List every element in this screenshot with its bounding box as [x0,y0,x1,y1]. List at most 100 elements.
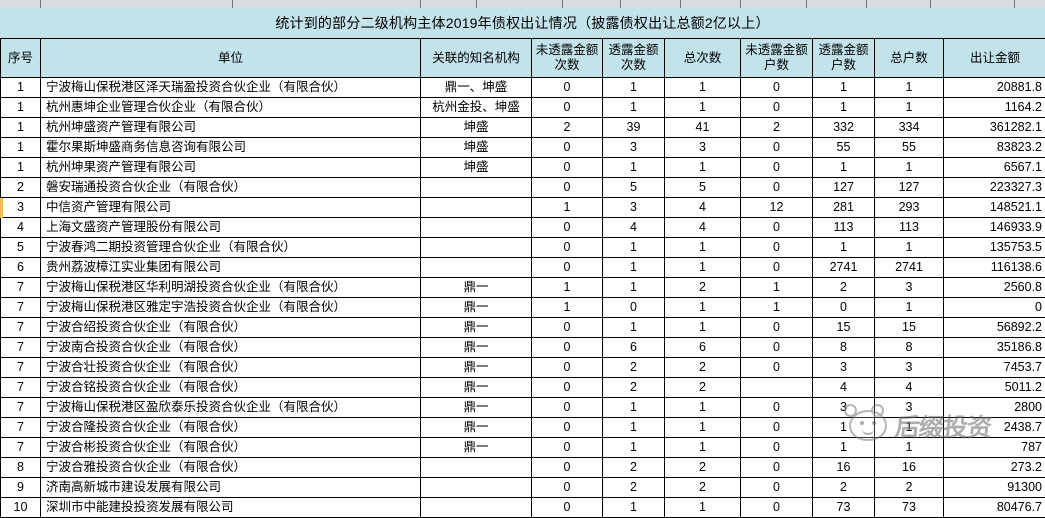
cell-undisc-times[interactable]: 0 [532,498,603,518]
cell-undisc-times[interactable]: 2 [532,118,603,138]
cell-disc-times[interactable]: 2 [603,458,665,478]
cell-unit[interactable]: 宁波合雅投资合伙企业（有限合伙） [41,458,421,478]
cell-disc-accts[interactable]: 16 [813,458,875,478]
cell-amount[interactable]: 6567.1 [944,158,1045,178]
cell-unit[interactable]: 杭州坤果资产管理有限公司 [41,158,421,178]
cell-no[interactable]: 7 [1,358,41,378]
cell-unit[interactable]: 济南高新城市建设发展有限公司 [41,478,421,498]
cell-total-accts[interactable]: 1 [875,418,944,438]
cell-undisc-accts[interactable]: 0 [741,418,813,438]
cell-amount[interactable]: 787 [944,438,1045,458]
cell-undisc-accts[interactable]: 0 [741,258,813,278]
cell-no[interactable]: 10 [1,498,41,518]
cell-undisc-times[interactable]: 0 [532,458,603,478]
cell-org[interactable]: 鼎一 [421,418,532,438]
cell-org[interactable]: 坤盛 [421,158,532,178]
cell-disc-accts[interactable]: 55 [813,138,875,158]
cell-undisc-times[interactable]: 0 [532,358,603,378]
cell-disc-accts[interactable]: 2 [813,478,875,498]
cell-no[interactable]: 1 [1,158,41,178]
cell-disc-times[interactable]: 1 [603,158,665,178]
cell-disc-times[interactable]: 0 [603,298,665,318]
cell-undisc-times[interactable]: 0 [532,378,603,398]
cell-total-times[interactable]: 3 [665,138,741,158]
cell-total-accts[interactable]: 16 [875,458,944,478]
cell-amount[interactable]: 1164.2 [944,98,1045,118]
cell-undisc-times[interactable]: 0 [532,238,603,258]
cell-disc-times[interactable]: 1 [603,498,665,518]
cell-undisc-accts[interactable]: 12 [741,198,813,218]
cell-disc-accts[interactable]: 1 [813,438,875,458]
cell-org[interactable] [421,498,532,518]
cell-disc-accts[interactable]: 1 [813,98,875,118]
cell-no[interactable]: 3 [1,198,41,218]
cell-total-times[interactable]: 1 [665,298,741,318]
cell-disc-accts[interactable]: 15 [813,318,875,338]
cell-undisc-accts[interactable] [741,378,813,398]
cell-no[interactable]: 1 [1,118,41,138]
cell-disc-times[interactable]: 1 [603,418,665,438]
cell-disc-accts[interactable]: 2741 [813,258,875,278]
cell-disc-accts[interactable]: 332 [813,118,875,138]
cell-total-times[interactable]: 41 [665,118,741,138]
col-header-no[interactable]: 序号 [1,39,41,78]
cell-no[interactable]: 1 [1,138,41,158]
col-header-undisc-accts[interactable]: 未透露金额户数 [741,39,813,78]
cell-undisc-times[interactable]: 0 [532,478,603,498]
cell-total-times[interactable]: 6 [665,338,741,358]
cell-total-times[interactable]: 4 [665,218,741,238]
cell-amount[interactable]: 20881.8 [944,78,1045,98]
cell-total-accts[interactable]: 55 [875,138,944,158]
cell-undisc-times[interactable]: 1 [532,278,603,298]
cell-undisc-accts[interactable]: 0 [741,438,813,458]
cell-undisc-accts[interactable]: 2 [741,118,813,138]
cell-unit[interactable]: 宁波梅山保税港区华利明湖投资合伙企业（有限合伙） [41,278,421,298]
cell-amount[interactable]: 223327.3 [944,178,1045,198]
cell-org[interactable]: 鼎一 [421,338,532,358]
cell-unit[interactable]: 宁波梅山保税港区泽天瑞盈投资合伙企业（有限合伙） [41,78,421,98]
cell-unit[interactable]: 杭州惠坤企业管理合伙企业（有限合伙） [41,98,421,118]
cell-total-times[interactable]: 1 [665,238,741,258]
cell-total-times[interactable]: 2 [665,358,741,378]
cell-disc-times[interactable]: 1 [603,318,665,338]
cell-org[interactable] [421,478,532,498]
cell-amount[interactable]: 2560.8 [944,278,1045,298]
cell-undisc-times[interactable]: 0 [532,218,603,238]
cell-amount[interactable]: 5011.2 [944,378,1045,398]
cell-undisc-accts[interactable]: 0 [741,498,813,518]
cell-no[interactable]: 7 [1,338,41,358]
cell-disc-accts[interactable]: 0 [813,298,875,318]
cell-amount[interactable]: 116138.6 [944,258,1045,278]
cell-disc-times[interactable]: 5 [603,178,665,198]
cell-undisc-times[interactable]: 0 [532,78,603,98]
cell-amount[interactable]: 273.2 [944,458,1045,478]
cell-unit[interactable]: 宁波春鸿二期投资管理合伙企业（有限合伙） [41,238,421,258]
cell-no[interactable]: 6 [1,258,41,278]
col-header-amount[interactable]: 出让金额 [944,39,1045,78]
cell-total-accts[interactable]: 8 [875,338,944,358]
cell-no[interactable]: 7 [1,378,41,398]
cell-undisc-times[interactable]: 1 [532,198,603,218]
cell-org[interactable] [421,218,532,238]
cell-org[interactable] [421,238,532,258]
cell-org[interactable]: 鼎一 [421,378,532,398]
cell-org[interactable]: 鼎一 [421,438,532,458]
cell-total-times[interactable]: 1 [665,158,741,178]
cell-disc-times[interactable]: 6 [603,338,665,358]
cell-undisc-accts[interactable]: 1 [741,298,813,318]
cell-unit[interactable]: 霍尔果斯坤盛商务信息咨询有限公司 [41,138,421,158]
cell-amount[interactable]: 56892.2 [944,318,1045,338]
cell-total-times[interactable]: 4 [665,198,741,218]
cell-total-accts[interactable]: 293 [875,198,944,218]
cell-undisc-accts[interactable]: 0 [741,218,813,238]
cell-disc-accts[interactable]: 3 [813,398,875,418]
cell-no[interactable]: 7 [1,398,41,418]
